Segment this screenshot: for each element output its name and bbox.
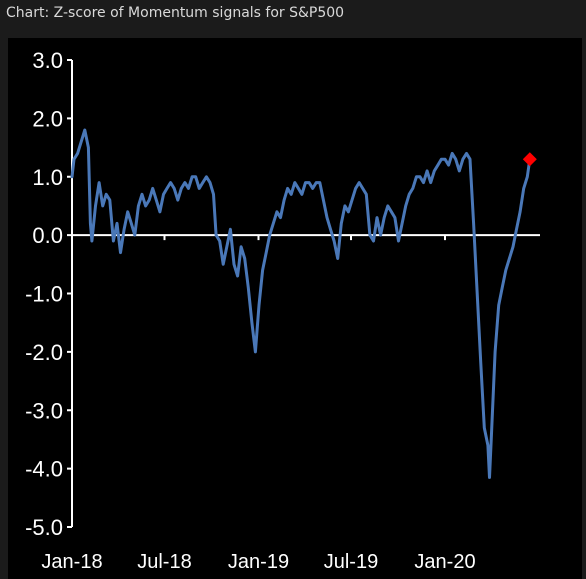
x-tick-label: Jan-20 xyxy=(414,551,475,573)
series-layer xyxy=(70,128,532,479)
marker-layer xyxy=(522,152,537,167)
y-tick-label: -5.0 xyxy=(25,515,63,540)
line-chart: 3.0 2.0 1.0 0.0 -1.0 -2.0 -3.0 -4.0 -5.0 Jan-18 Ju… xyxy=(25,48,540,573)
x-tick-label: Jul-19 xyxy=(324,551,378,573)
y-tick-label: -3.0 xyxy=(25,398,63,423)
y-tick-label: -2.0 xyxy=(25,340,63,365)
x-tick-label: Jan-19 xyxy=(228,551,289,573)
latest-value-marker xyxy=(522,152,537,167)
axes xyxy=(71,60,540,527)
x-tick-label: Jan-18 xyxy=(41,551,102,573)
ticks: 3.0 2.0 1.0 0.0 -1.0 -2.0 -3.0 -4.0 -5.0 Jan-18 Ju… xyxy=(25,48,476,573)
x-tick-label: Jul-18 xyxy=(137,551,191,573)
y-tick-label: 1.0 xyxy=(32,165,63,190)
y-tick-label: -4.0 xyxy=(25,457,63,482)
y-tick-label: 2.0 xyxy=(32,106,63,131)
y-tick-label: 0.0 xyxy=(32,223,63,248)
y-tick-label: 3.0 xyxy=(32,48,63,73)
chart-caption: Chart: Z-score of Momentum signals for S… xyxy=(6,5,345,21)
series-line xyxy=(70,128,532,479)
chart-panel: 3.0 2.0 1.0 0.0 -1.0 -2.0 -3.0 -4.0 -5.0 Jan-18 Ju… xyxy=(8,38,582,579)
y-tick-label: -1.0 xyxy=(25,282,63,307)
